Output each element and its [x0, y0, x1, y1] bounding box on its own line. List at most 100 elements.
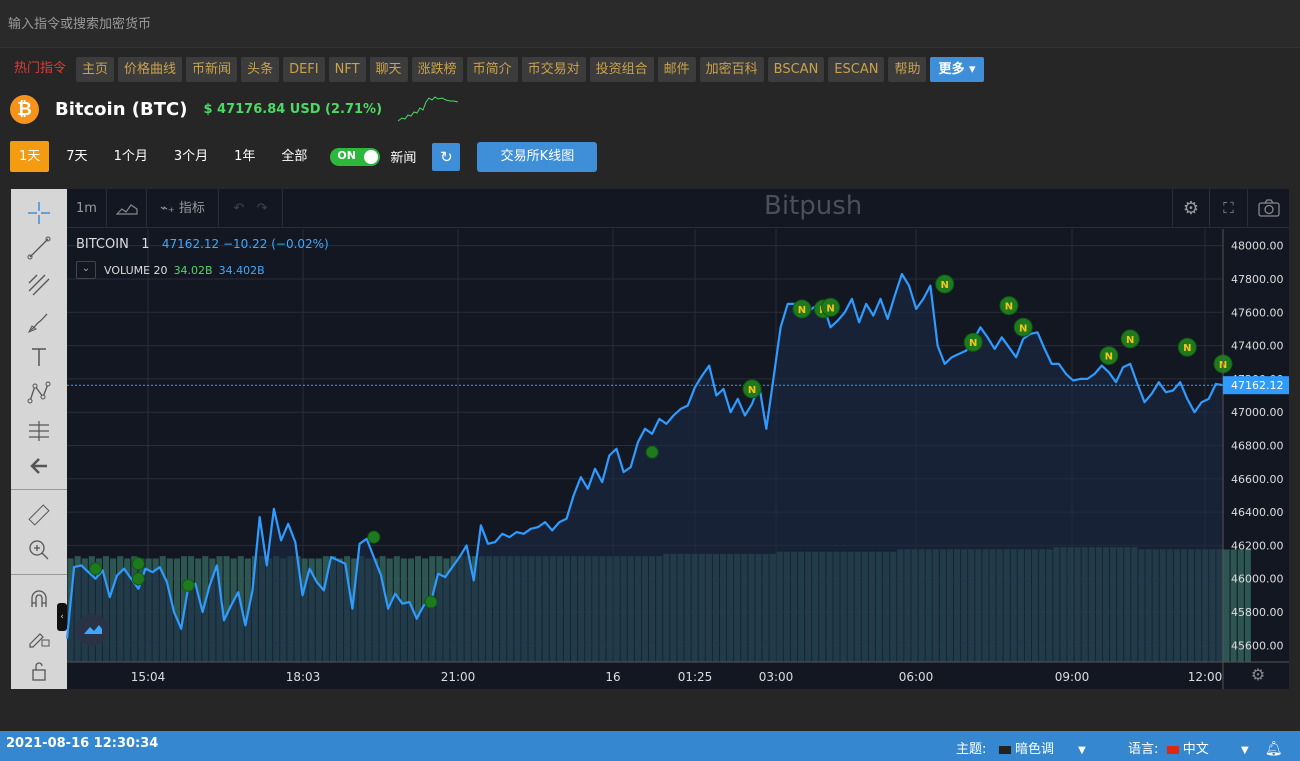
volume-bar [883, 551, 890, 662]
range-1y[interactable]: 1年 [234, 149, 256, 164]
prediction-icon[interactable] [25, 417, 53, 445]
chart-grid [67, 229, 1223, 662]
news-marker [181, 578, 195, 592]
y-tick-label: 45800.00 [1231, 606, 1284, 619]
volume-value-2: 34.402B [218, 263, 265, 277]
brush-icon[interactable] [25, 308, 53, 336]
axis-settings-button[interactable]: ⚙ [1250, 665, 1266, 684]
range-3m[interactable]: 3个月 [173, 149, 209, 164]
nav-item-help[interactable]: 帮助 [888, 56, 927, 82]
fib-tool-icon[interactable] [25, 271, 53, 299]
volume-bar [897, 549, 904, 662]
drawing-toolbar [11, 189, 67, 689]
language-selector[interactable]: 语言: 中文 ▼ 🔔︎ [1128, 738, 1283, 757]
news-marker-label: N [941, 280, 949, 291]
range-1d[interactable]: 1天 [10, 141, 50, 172]
y-tick-label: 46800.00 [1231, 440, 1284, 453]
nav-item-defi[interactable]: DEFI [283, 56, 325, 82]
back-arrow-icon[interactable] [25, 452, 53, 480]
volume-bar [840, 551, 847, 662]
volume-bar [1159, 549, 1166, 662]
redo-icon[interactable]: ↷ [256, 201, 268, 216]
nav-item-escan[interactable]: ESCAN [828, 56, 885, 82]
nav-item-bscan[interactable]: BSCAN [767, 56, 825, 82]
nav-item-price-chart[interactable]: 价格曲线 [118, 56, 183, 82]
volume-bar [819, 551, 826, 662]
volume-bar [627, 556, 634, 662]
panel-collapse-handle[interactable]: ‹ [57, 603, 67, 631]
volume-bar [769, 553, 776, 662]
price-area-fill [67, 274, 1223, 662]
volume-bar [322, 556, 329, 662]
nav-item-chat[interactable]: 聊天 [369, 56, 408, 82]
range-all[interactable]: 全部 [281, 149, 308, 164]
unlock-icon[interactable] [25, 657, 53, 685]
volume-bar [578, 556, 585, 662]
nav-item-headlines[interactable]: 头条 [241, 56, 280, 82]
volume-bar [847, 551, 854, 662]
more-button[interactable]: 更多 ▾ [930, 56, 984, 82]
exchange-kline-button[interactable]: 交易所K线图 [477, 141, 598, 172]
bell-icon[interactable]: 🔔︎ [1264, 741, 1283, 757]
range-7d[interactable]: 7天 [66, 149, 88, 164]
nav-item-portfolio[interactable]: 投资组合 [589, 56, 654, 82]
interval-selector[interactable]: 1m [67, 189, 107, 228]
volume-bar [88, 556, 95, 662]
text-tool-icon[interactable] [25, 343, 53, 371]
collapse-legend-button[interactable]: ⌄ [76, 261, 96, 279]
undo-redo[interactable]: ↶ ↷ [219, 189, 283, 228]
volume-bar [507, 556, 514, 662]
nav-item-pairs[interactable]: 币交易对 [521, 56, 586, 82]
nav-item-gainers[interactable]: 涨跌榜 [411, 56, 463, 82]
magnet-icon[interactable] [25, 585, 53, 613]
undo-icon[interactable]: ↶ [233, 201, 245, 216]
nav-item-coin-intro[interactable]: 币简介 [466, 56, 518, 82]
settings-button[interactable]: ⚙ [1172, 189, 1210, 228]
volume-bar [961, 549, 968, 662]
volume-bar [861, 551, 868, 662]
volume-bar [244, 558, 251, 662]
news-marker [999, 296, 1019, 316]
refresh-button[interactable]: ↻ [432, 142, 461, 171]
volume-bar [258, 556, 266, 662]
volume-bar [719, 553, 727, 662]
volume-bar [74, 556, 81, 662]
screenshot-button[interactable] [1248, 189, 1289, 228]
theme-selector[interactable]: 主题: 暗色调 ▼ [956, 738, 1086, 757]
search-input[interactable] [0, 8, 1300, 40]
lock-drawing-icon[interactable] [25, 622, 53, 650]
trend-line-icon[interactable] [25, 234, 53, 262]
fullscreen-button[interactable]: ⛶ [1210, 189, 1248, 228]
volume-bar [344, 556, 351, 662]
news-marker [821, 297, 841, 317]
pattern-icon[interactable] [25, 379, 53, 407]
news-marker-label: N [1005, 302, 1013, 313]
indicators-button[interactable]: ⌁₊ 指标 [147, 189, 219, 228]
volume-bar [585, 556, 592, 662]
nav-item-wiki[interactable]: 加密百科 [699, 56, 764, 82]
top-nav: 热门指令 主页 价格曲线 币新闻 头条 DEFI NFT 聊天 涨跌榜 币简介 … [8, 56, 984, 82]
volume-bar [407, 558, 415, 662]
chart-type-button[interactable] [107, 189, 147, 228]
news-marker [1177, 337, 1197, 357]
chevron-down-icon: ▼ [1078, 745, 1086, 756]
volume-bar [336, 558, 344, 662]
crosshair-icon[interactable] [25, 199, 53, 227]
volume-bar [932, 549, 939, 662]
nav-item-coin-news[interactable]: 币新闻 [186, 56, 238, 82]
volume-bar [1053, 547, 1060, 662]
ruler-icon[interactable] [25, 501, 53, 529]
volume-bar [606, 556, 613, 662]
nav-item-mail[interactable]: 邮件 [657, 56, 696, 82]
news-toggle[interactable]: ON [330, 147, 381, 166]
nav-item-nft[interactable]: NFT [328, 56, 366, 82]
nav-item-home[interactable]: 主页 [76, 56, 115, 82]
legend-symbol: BITCOIN [76, 237, 129, 252]
zoom-in-icon[interactable] [25, 536, 53, 564]
volume-bar [329, 556, 336, 662]
range-1m[interactable]: 1个月 [113, 149, 148, 164]
hot-commands-label[interactable]: 热门指令 [14, 61, 67, 76]
volume-bars [67, 547, 1251, 662]
volume-bar [500, 556, 507, 662]
